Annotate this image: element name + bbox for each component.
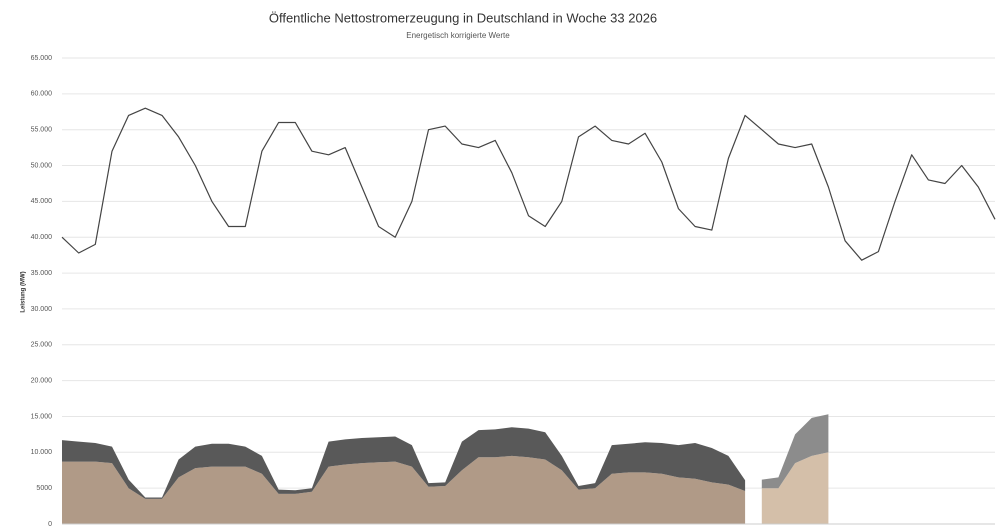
line (61, 107, 996, 261)
area (761, 414, 829, 489)
y-tick-label: 55.000 (31, 127, 53, 134)
y-tick-label: 50.000 (31, 162, 53, 169)
y-tick-label: 0 (48, 521, 52, 527)
y-tick-label: 5000 (36, 485, 52, 492)
y-tick-label: 15.000 (31, 413, 53, 420)
area (761, 452, 829, 524)
y-tick-label: 10.000 (31, 449, 53, 456)
y-tick-label: 25.000 (31, 342, 53, 349)
y-tick-label: 20.000 (31, 377, 53, 384)
y-tick-label: 45.000 (31, 198, 53, 205)
area (62, 455, 746, 524)
y-axis-label: Leistung (MW) (21, 271, 27, 312)
y-tick-label: 35.000 (31, 270, 53, 277)
y-tick-label: 65.000 (31, 55, 53, 62)
area (62, 427, 746, 499)
chart-title: Öffentliche Nettostromerzeugung in Deuts… (269, 10, 657, 25)
y-tick-label: 30.000 (31, 306, 53, 313)
y-tick-label: 40.000 (31, 234, 53, 241)
chart-subtitle: Energetisch korrigierte Werte (406, 31, 510, 40)
y-tick-label: 60.000 (31, 91, 53, 98)
